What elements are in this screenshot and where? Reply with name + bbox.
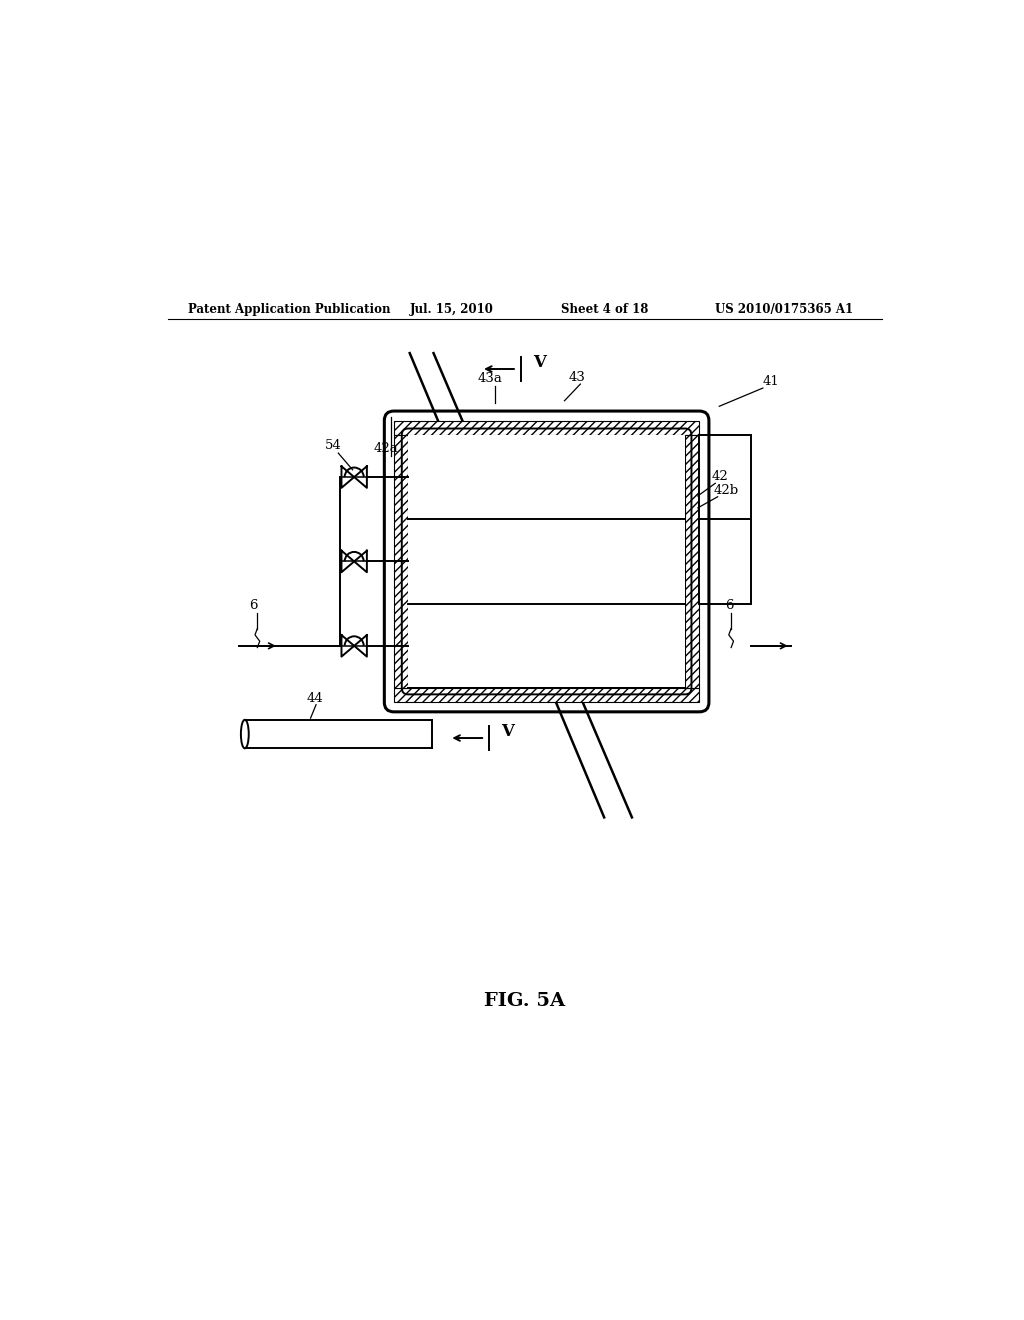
Text: Sheet 4 of 18: Sheet 4 of 18 [560,304,648,315]
Text: 42: 42 [712,470,728,483]
Text: 42b: 42b [714,483,738,496]
Text: Patent Application Publication: Patent Application Publication [187,304,390,315]
Text: Jul. 15, 2010: Jul. 15, 2010 [410,304,494,315]
Bar [409,434,685,688]
Text: 42a: 42a [374,442,398,455]
Text: 6: 6 [725,599,733,611]
Text: US 2010/0175365 A1: US 2010/0175365 A1 [715,304,853,315]
Bar [394,434,409,688]
Text: 54: 54 [325,440,342,453]
Text: 43: 43 [568,371,586,384]
Bar [685,434,699,688]
Text: V: V [501,722,514,739]
Text: 6: 6 [249,599,257,611]
Text: 41: 41 [763,375,779,388]
Text: FIG. 5A: FIG. 5A [484,993,565,1010]
Text: 43a: 43a [477,372,502,385]
Ellipse shape [241,719,249,748]
Bar [394,421,699,434]
Bar [394,688,699,702]
Bar [699,434,751,603]
Text: 44: 44 [306,692,324,705]
Text: V: V [532,354,546,371]
